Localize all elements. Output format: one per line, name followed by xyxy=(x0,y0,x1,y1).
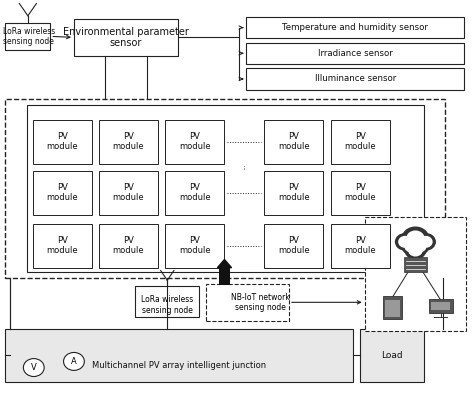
Circle shape xyxy=(409,244,422,256)
Text: PV
module: PV module xyxy=(113,183,145,202)
Text: V: V xyxy=(31,363,36,372)
Bar xyxy=(264,171,323,215)
Circle shape xyxy=(23,359,44,377)
Bar xyxy=(330,224,390,267)
Circle shape xyxy=(405,241,426,259)
Circle shape xyxy=(396,234,414,250)
Text: PV
module: PV module xyxy=(344,236,376,255)
Text: Environmental parameter
sensor: Environmental parameter sensor xyxy=(63,27,189,48)
Text: PV
module: PV module xyxy=(344,183,376,202)
Bar xyxy=(5,99,445,278)
Text: PV
module: PV module xyxy=(46,183,78,202)
Polygon shape xyxy=(218,260,232,267)
Text: PV
module: PV module xyxy=(344,132,376,151)
Bar xyxy=(136,286,199,317)
Text: Multichannel PV array intelligent junction: Multichannel PV array intelligent juncti… xyxy=(92,362,266,371)
Bar xyxy=(383,296,401,319)
Bar xyxy=(165,171,224,215)
Bar xyxy=(429,299,453,312)
Text: PV
module: PV module xyxy=(179,183,210,202)
Text: Illuminance sensor: Illuminance sensor xyxy=(315,74,396,83)
Circle shape xyxy=(416,234,435,250)
Bar xyxy=(365,217,466,331)
Bar xyxy=(33,120,92,164)
Text: A: A xyxy=(71,357,77,366)
Circle shape xyxy=(411,239,428,254)
Bar xyxy=(431,301,450,310)
Bar xyxy=(99,120,158,164)
Bar xyxy=(5,23,50,49)
Text: Irradiance sensor: Irradiance sensor xyxy=(318,49,392,58)
Circle shape xyxy=(405,242,416,252)
Circle shape xyxy=(402,227,428,250)
Bar xyxy=(264,120,323,164)
Bar xyxy=(403,257,427,272)
Text: PV
module: PV module xyxy=(113,132,145,151)
Circle shape xyxy=(419,236,432,247)
Bar xyxy=(246,17,464,38)
Circle shape xyxy=(407,231,424,246)
Bar xyxy=(33,171,92,215)
Text: PV
module: PV module xyxy=(46,236,78,255)
Circle shape xyxy=(402,239,419,254)
Circle shape xyxy=(64,353,84,371)
Text: PV
module: PV module xyxy=(113,236,145,255)
Bar xyxy=(33,224,92,267)
Text: PV
module: PV module xyxy=(46,132,78,151)
Bar xyxy=(246,43,464,64)
Text: Temperature and humidity sensor: Temperature and humidity sensor xyxy=(282,23,428,32)
Bar xyxy=(330,120,390,164)
Text: Load: Load xyxy=(381,351,402,360)
Bar xyxy=(74,19,178,56)
Text: LoRa wireless
sensing node: LoRa wireless sensing node xyxy=(3,27,55,46)
Bar xyxy=(219,267,230,285)
Text: NB-IoT network
sensing node: NB-IoT network sensing node xyxy=(231,292,290,312)
Bar xyxy=(165,120,224,164)
Circle shape xyxy=(415,242,426,252)
Text: PV
module: PV module xyxy=(278,132,310,151)
Bar xyxy=(264,224,323,267)
Text: PV
module: PV module xyxy=(278,236,310,255)
Bar xyxy=(99,224,158,267)
Bar xyxy=(330,171,390,215)
Bar xyxy=(246,68,464,90)
Bar xyxy=(27,105,424,272)
Text: PV
module: PV module xyxy=(278,183,310,202)
Bar xyxy=(360,329,424,382)
Bar xyxy=(5,329,353,382)
Bar xyxy=(384,300,400,317)
Bar xyxy=(99,171,158,215)
Bar xyxy=(206,284,289,321)
Text: LoRa wireless
sensing node: LoRa wireless sensing node xyxy=(141,295,193,315)
Circle shape xyxy=(399,236,411,247)
Text: PV
module: PV module xyxy=(179,236,210,255)
Bar xyxy=(165,224,224,267)
Text: PV
module: PV module xyxy=(179,132,210,151)
